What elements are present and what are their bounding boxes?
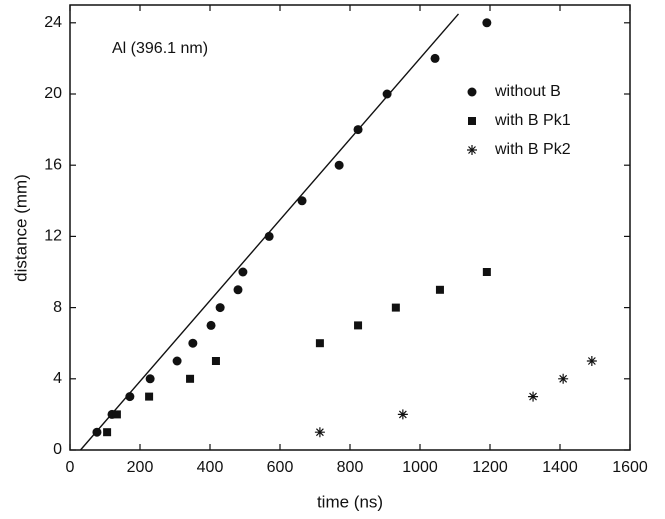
x-tick-label: 800: [337, 459, 364, 476]
y-tick-label: 4: [53, 370, 62, 387]
point: [353, 125, 363, 135]
y-axis-label: distance (mm): [11, 174, 30, 282]
plot-frame: [69, 4, 631, 451]
point: [264, 231, 274, 241]
y-tick-label: 20: [44, 85, 62, 102]
point: [172, 356, 182, 366]
point: [435, 285, 444, 294]
point: [206, 320, 216, 330]
point: [238, 267, 248, 277]
legend-label: with B Pk2: [494, 141, 571, 158]
x-tick-label: 1000: [402, 459, 438, 476]
point: [211, 357, 220, 365]
point: [482, 18, 492, 28]
legend-marker: [467, 145, 477, 155]
point: [334, 160, 344, 170]
x-tick-label: 0: [66, 459, 75, 476]
legend-label: without B: [494, 83, 561, 100]
point: [112, 410, 121, 419]
point: [586, 356, 597, 366]
point: [397, 409, 408, 420]
point: [558, 373, 569, 384]
point: [188, 338, 198, 348]
point: [430, 53, 440, 63]
point: [215, 303, 225, 313]
x-tick-label: 1600: [612, 459, 648, 476]
point: [92, 427, 102, 437]
x-tick-label: 1400: [542, 459, 578, 476]
point: [315, 339, 324, 348]
point: [382, 89, 392, 99]
y-tick-label: 8: [53, 299, 62, 316]
annotation: Al (396.1 nm): [112, 40, 208, 57]
y-tick-label: 12: [44, 228, 62, 245]
legend-marker: [467, 87, 477, 97]
x-tick-label: 600: [267, 459, 294, 476]
legend-label: with B Pk1: [494, 112, 571, 129]
point: [186, 374, 195, 383]
point: [233, 285, 243, 295]
point: [528, 391, 539, 402]
x-axis-label: time (ns): [317, 492, 383, 511]
point: [297, 196, 307, 206]
point: [125, 392, 135, 402]
point: [314, 427, 325, 438]
point: [354, 321, 363, 330]
point: [145, 374, 155, 384]
point: [103, 428, 112, 437]
x-tick-label: 1200: [472, 459, 508, 476]
point: [482, 268, 491, 276]
legend-marker: [468, 117, 476, 125]
y-tick-label: 24: [44, 14, 62, 31]
x-tick-label: 400: [197, 459, 224, 476]
y-tick-label: 0: [53, 441, 62, 458]
point: [391, 303, 400, 312]
x-tick-label: 200: [127, 459, 154, 476]
point: [145, 392, 154, 401]
y-tick-label: 16: [44, 156, 62, 173]
